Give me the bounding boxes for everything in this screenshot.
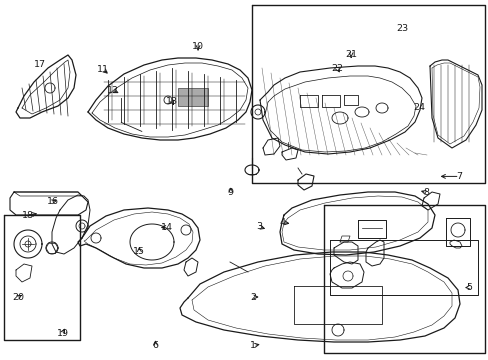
Text: 12: 12 (106, 86, 118, 95)
Text: 17: 17 (34, 60, 46, 69)
Text: 23: 23 (395, 24, 407, 33)
Text: 18: 18 (22, 211, 34, 220)
Text: 19: 19 (57, 328, 68, 338)
Text: 2: 2 (250, 292, 256, 302)
Text: 14: 14 (161, 223, 173, 232)
Text: 5: 5 (466, 283, 471, 292)
Text: 10: 10 (192, 42, 203, 51)
Text: 21: 21 (345, 50, 356, 59)
Text: 1: 1 (250, 341, 256, 350)
Text: 7: 7 (456, 172, 462, 181)
Text: 4: 4 (279, 218, 285, 227)
Bar (178, 88, 207, 106)
Text: 24: 24 (413, 103, 425, 112)
Text: 22: 22 (331, 64, 343, 73)
Text: 20: 20 (13, 292, 24, 302)
Text: 3: 3 (256, 222, 262, 231)
Text: 8: 8 (423, 188, 428, 197)
Text: 16: 16 (47, 197, 59, 206)
Text: 13: 13 (166, 97, 178, 106)
Text: 15: 15 (133, 248, 145, 256)
Text: 11: 11 (97, 65, 108, 74)
Text: 9: 9 (227, 188, 233, 197)
Text: 6: 6 (152, 341, 158, 350)
